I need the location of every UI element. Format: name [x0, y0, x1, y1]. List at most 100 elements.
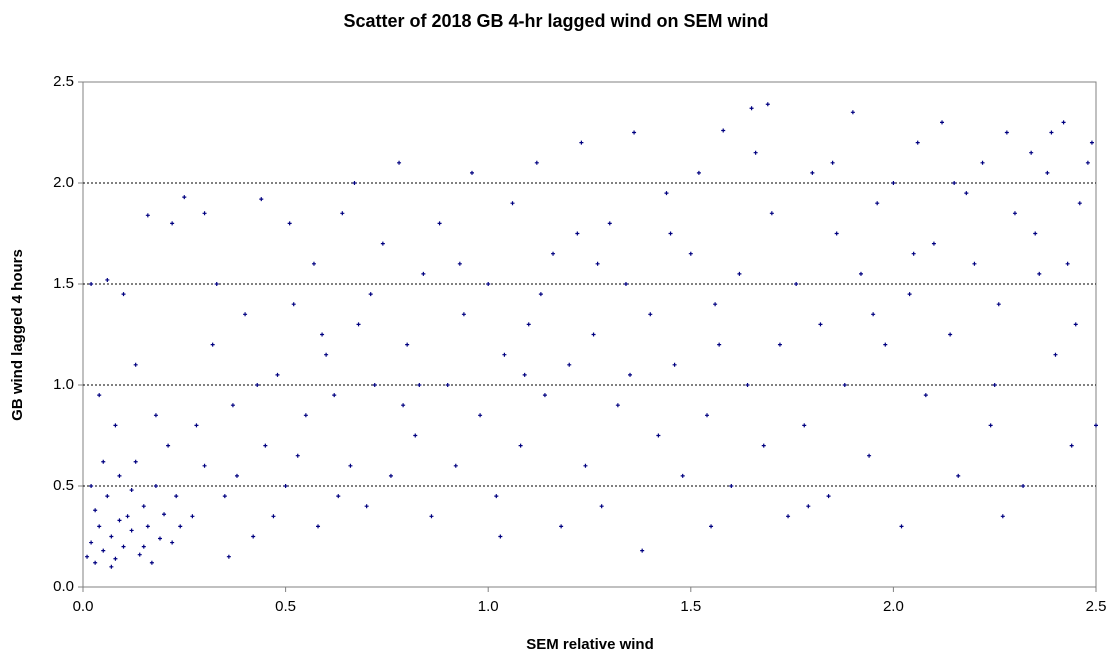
point	[713, 302, 718, 307]
point	[397, 160, 402, 165]
point	[867, 453, 872, 458]
point	[178, 524, 183, 529]
point	[1061, 120, 1066, 125]
point	[579, 140, 584, 145]
point	[364, 504, 369, 509]
point	[105, 277, 110, 282]
point	[202, 463, 207, 468]
point	[964, 191, 969, 196]
point	[324, 352, 329, 357]
point	[336, 494, 341, 499]
point	[696, 170, 701, 175]
point	[255, 383, 260, 387]
x-tick-label: 0.5	[275, 598, 296, 615]
point	[1045, 170, 1050, 175]
point	[729, 484, 734, 488]
point	[316, 524, 321, 529]
point	[522, 372, 527, 377]
point	[940, 120, 945, 125]
point	[818, 322, 823, 327]
point	[948, 332, 953, 337]
point	[749, 106, 754, 111]
point	[1037, 271, 1042, 276]
point	[534, 160, 539, 165]
point	[1085, 160, 1090, 165]
point	[202, 211, 207, 216]
point	[226, 554, 231, 559]
point	[992, 383, 997, 387]
point	[457, 261, 462, 266]
point	[109, 534, 114, 539]
point	[105, 494, 110, 499]
point	[526, 322, 531, 327]
point	[656, 433, 661, 438]
point	[311, 261, 316, 266]
point	[737, 271, 742, 276]
y-tick-label: 2.0	[53, 174, 74, 191]
point	[368, 292, 373, 297]
point	[518, 443, 523, 448]
point	[648, 312, 653, 317]
point	[623, 282, 628, 286]
point	[153, 484, 158, 488]
point	[417, 383, 422, 387]
point	[190, 514, 195, 519]
point	[688, 251, 693, 256]
point	[567, 362, 572, 367]
point	[777, 342, 782, 347]
point	[1000, 514, 1005, 519]
point	[931, 241, 936, 246]
point	[769, 211, 774, 216]
point	[259, 197, 264, 202]
point	[243, 312, 248, 317]
point	[826, 494, 831, 499]
point	[810, 170, 815, 175]
point	[672, 362, 677, 367]
point	[145, 524, 150, 529]
point	[230, 403, 235, 408]
point	[1012, 211, 1017, 216]
plot-frame	[82, 81, 1097, 588]
point	[251, 534, 256, 539]
point	[352, 181, 357, 185]
point	[858, 271, 863, 276]
point	[194, 423, 199, 428]
point	[595, 261, 600, 266]
point	[93, 508, 98, 513]
point	[830, 160, 835, 165]
point	[271, 514, 276, 519]
x-tick-label: 2.0	[883, 598, 904, 615]
point	[210, 342, 215, 347]
point	[761, 443, 766, 448]
point	[133, 459, 138, 464]
point	[915, 140, 920, 145]
point	[234, 473, 239, 478]
point	[101, 459, 106, 464]
point	[388, 473, 393, 478]
point	[538, 292, 543, 297]
point	[802, 423, 807, 428]
x-tick-label: 2.5	[1086, 598, 1107, 615]
x-tick-label: 0.0	[73, 598, 94, 615]
point	[599, 504, 604, 509]
point	[348, 463, 353, 468]
point	[542, 393, 547, 398]
point	[117, 473, 122, 478]
y-tick-label: 1.0	[53, 376, 74, 393]
point	[109, 564, 114, 569]
point	[1089, 140, 1094, 145]
x-tick-label: 1.5	[680, 598, 701, 615]
point	[583, 463, 588, 468]
point	[429, 514, 434, 519]
point	[628, 372, 633, 377]
point	[89, 540, 94, 545]
point	[129, 528, 134, 533]
point	[1049, 130, 1054, 135]
point	[275, 372, 280, 377]
point	[721, 128, 726, 133]
point	[121, 292, 126, 297]
point	[615, 403, 620, 408]
point	[283, 484, 288, 488]
point	[794, 282, 799, 286]
